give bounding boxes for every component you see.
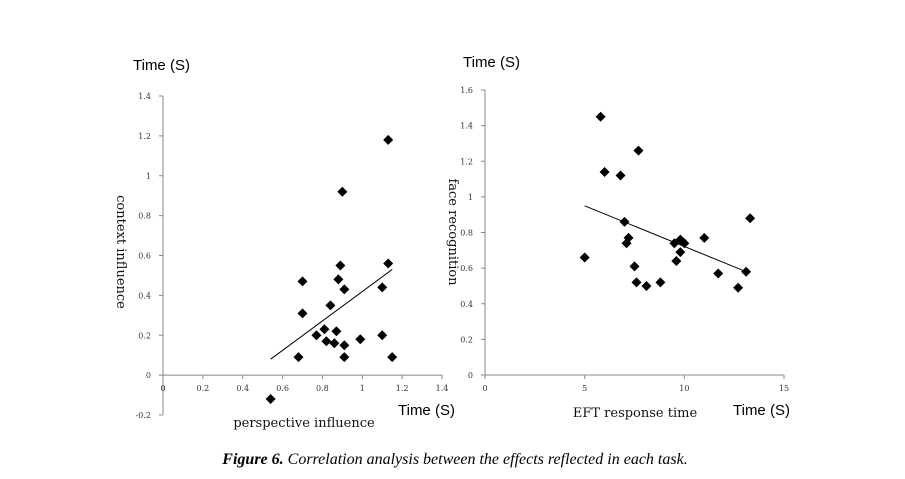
y-tick-label: 1 — [468, 193, 473, 202]
data-point — [311, 330, 322, 341]
data-point — [321, 336, 332, 347]
data-point — [623, 232, 634, 243]
y-tick-label: 0.6 — [138, 252, 151, 261]
data-point — [675, 247, 686, 258]
data-point — [383, 134, 394, 145]
data-point — [293, 352, 304, 363]
data-point — [679, 238, 690, 249]
data-point — [595, 111, 606, 122]
data-point — [615, 170, 626, 181]
data-point — [339, 340, 350, 351]
x-tick-label: 0.6 — [276, 384, 289, 393]
data-point — [699, 232, 710, 243]
y-tick-label: 1.4 — [460, 122, 473, 131]
data-point — [629, 261, 640, 272]
y-tick-label: 1 — [146, 172, 151, 181]
data-point — [333, 274, 344, 285]
y-tick-label: 1.4 — [138, 92, 151, 101]
y-tick-label: -0.2 — [136, 411, 151, 420]
y-tick-label: 0.6 — [460, 264, 473, 273]
x-tick-label: 1 — [360, 384, 365, 393]
data-point — [337, 186, 348, 197]
x-tick-label: 0.2 — [196, 384, 209, 393]
data-point — [329, 338, 340, 349]
data-point — [335, 260, 346, 271]
y-tick-label: 1.2 — [460, 157, 473, 166]
y-tick-label: 0.4 — [460, 300, 473, 309]
y-axis-title: context influence — [113, 195, 128, 309]
x-axis-title: perspective influence — [233, 416, 375, 431]
data-point — [633, 145, 644, 156]
data-point — [599, 166, 610, 177]
x-tick-label: 1.2 — [396, 384, 409, 393]
caption-label: Figure 6. — [221, 451, 283, 468]
data-point — [741, 266, 752, 277]
data-point — [641, 280, 652, 291]
data-point — [713, 268, 724, 279]
data-point — [339, 352, 350, 363]
x-tick-label: 0 — [482, 384, 487, 393]
y-tick-label: 0.8 — [460, 229, 473, 238]
trend-line — [584, 205, 747, 273]
y-tick-label: 0 — [468, 371, 473, 380]
data-point — [387, 352, 398, 363]
trend-line — [270, 269, 393, 360]
x-axis-title: EFT response time — [573, 406, 698, 421]
x-unit-label: Time (S) — [733, 402, 790, 419]
y-tick-label: 0.2 — [460, 335, 473, 344]
y-tick-label: 0 — [146, 371, 151, 380]
x-tick-label: 0.8 — [316, 384, 329, 393]
data-point — [383, 258, 394, 269]
chart-context-vs-perspective: Time (S) Time (S) perspective influence … — [113, 57, 455, 431]
data-point — [733, 282, 744, 293]
chart-face-vs-eft: Time (S) Time (S) EFT response time face… — [445, 54, 790, 421]
data-point — [325, 300, 336, 311]
y-axis-title: face recognition — [445, 178, 460, 286]
y-tick-label: 1.6 — [460, 86, 473, 95]
data-point — [319, 324, 330, 335]
x-tick-label: 1.4 — [436, 384, 449, 393]
data-point — [377, 330, 388, 341]
data-point — [297, 308, 308, 319]
data-point — [619, 216, 630, 227]
data-point — [671, 256, 682, 266]
x-tick-label: 5 — [582, 384, 587, 393]
y-tick-label: 0.8 — [138, 212, 151, 221]
x-unit-label: Time (S) — [398, 402, 455, 419]
x-tick-label: 10 — [679, 384, 689, 393]
data-point — [655, 277, 666, 288]
data-point — [377, 282, 388, 293]
y-tick-label: 0.4 — [138, 291, 151, 300]
y-unit-label: Time (S) — [463, 54, 520, 71]
y-unit-label: Time (S) — [133, 57, 190, 74]
x-tick-label: 15 — [779, 384, 789, 393]
data-point — [331, 326, 342, 337]
figure-caption: Figure 6. Correlation analysis between t… — [221, 451, 687, 468]
data-point — [355, 334, 366, 345]
data-point — [631, 277, 642, 288]
data-point — [579, 252, 590, 263]
data-point — [265, 394, 276, 405]
x-tick-label: 0 — [160, 384, 165, 393]
x-tick-label: 0.4 — [236, 384, 249, 393]
data-point — [297, 276, 308, 287]
y-tick-label: 1.2 — [138, 132, 151, 141]
y-tick-label: 0.2 — [138, 331, 151, 340]
data-point — [339, 284, 350, 295]
caption-text: Correlation analysis between the effects… — [284, 451, 688, 468]
data-point — [745, 213, 756, 224]
